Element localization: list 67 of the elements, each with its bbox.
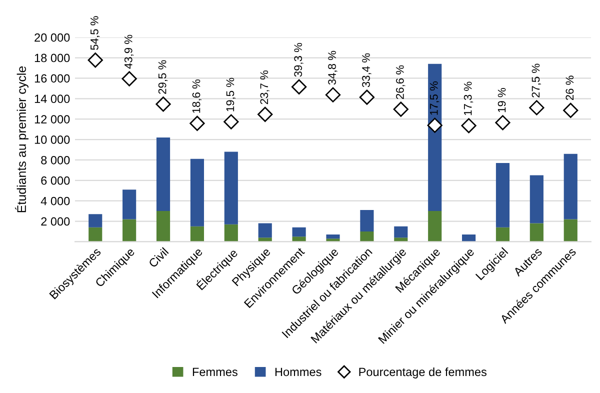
point — [291, 79, 307, 94]
bar — [156, 137, 170, 212]
y-tick-label: 2 000 — [41, 217, 70, 226]
y-tick-label: 10 000 — [34, 136, 70, 144]
data-label: 54,5 % — [90, 16, 100, 50]
data-label: 17,3 % — [464, 82, 474, 116]
bar — [360, 210, 374, 232]
y-tick-label: 4 000 — [40, 196, 70, 206]
bar — [292, 227, 306, 237]
data-label: 17,5 % — [430, 81, 440, 115]
data-label: 19 % — [498, 88, 506, 112]
point — [224, 114, 239, 130]
point — [122, 71, 137, 86]
bar — [190, 158, 204, 226]
bar — [530, 223, 544, 242]
bar — [122, 219, 136, 242]
point — [495, 115, 510, 130]
y-tick-label: 12 000 — [34, 115, 70, 124]
data-label: 29,5 % — [158, 60, 168, 94]
data-label: 18,6 % — [192, 79, 202, 113]
data-label: 43,9 % — [124, 34, 134, 69]
data-label: 27,5 % — [532, 64, 541, 98]
bar — [428, 64, 442, 212]
point — [258, 106, 273, 122]
y-tick-label: 14 000 — [34, 94, 70, 104]
bar — [88, 214, 102, 228]
y-tick-label: 16 000 — [34, 74, 70, 83]
bar — [258, 223, 272, 238]
y-tick-label: 8 000 — [41, 156, 70, 164]
bar — [564, 219, 578, 242]
y-tick-label: 18 000 — [34, 54, 70, 62]
point — [190, 116, 205, 131]
bar — [224, 224, 238, 242]
point — [325, 87, 341, 102]
bar — [122, 190, 136, 220]
bar — [496, 163, 510, 228]
legend-label: Femmes — [192, 368, 238, 376]
bar — [428, 211, 442, 242]
data-label: 39,3 % — [294, 42, 304, 77]
point — [393, 102, 408, 117]
data-label: 33,4 % — [362, 53, 372, 88]
point — [156, 96, 171, 112]
legend-label: Hommes — [275, 368, 322, 376]
y-axis-title: Étudiants au premier cycle — [15, 66, 28, 212]
bar — [190, 226, 204, 242]
data-label: 26 % — [566, 76, 574, 100]
point — [88, 52, 103, 68]
bar — [156, 211, 170, 242]
data-label: 34,8 % — [328, 50, 338, 85]
data-label: 19,5 % — [226, 78, 236, 112]
bar — [360, 231, 374, 242]
bar — [326, 234, 340, 239]
bar — [224, 152, 238, 224]
y-tick-label: 20 000 — [34, 33, 70, 42]
legend-label: Pourcentage de femmes — [359, 367, 486, 378]
point — [461, 118, 476, 134]
y-tick-label: 6 000 — [41, 176, 70, 185]
bar — [564, 154, 578, 220]
bar — [394, 226, 408, 238]
bar — [462, 234, 476, 242]
bar — [496, 227, 510, 242]
bar — [88, 227, 102, 242]
data-label: 23,7 % — [260, 70, 270, 104]
data-label: 26,6 % — [396, 65, 406, 99]
bar — [530, 175, 544, 224]
point — [359, 90, 375, 105]
point — [427, 118, 442, 133]
